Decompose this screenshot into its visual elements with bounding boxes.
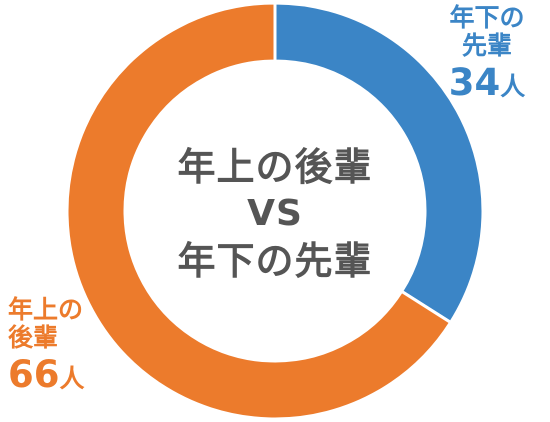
slice-label-younger-senior-name2: 先輩 xyxy=(461,31,512,60)
slice-label-older-junior: 年上の 後輩 66人 xyxy=(8,295,100,396)
center-title: 年上の後輩 VS 年下の先輩 xyxy=(140,142,410,286)
slice-label-older-junior-unit: 人 xyxy=(59,364,85,393)
slice-younger-senior xyxy=(273,1,485,325)
slice-label-older-junior-value: 66 xyxy=(8,353,60,396)
center-title-vs: VS xyxy=(247,193,303,234)
slice-label-older-junior-name2: 後輩 xyxy=(8,323,59,352)
slice-label-younger-senior-unit: 人 xyxy=(500,72,526,101)
slice-label-older-junior-name1: 年上の xyxy=(8,295,84,324)
center-title-line1: 年上の後輩 xyxy=(177,145,373,189)
slice-label-younger-senior-value-row: 34人 xyxy=(432,62,542,103)
slice-label-younger-senior: 年下の 先輩 34人 xyxy=(432,3,542,104)
slice-label-younger-senior-name1: 年下の xyxy=(449,3,525,32)
center-title-line3: 年下の先輩 xyxy=(177,239,373,283)
slice-label-older-junior-value-row: 66人 xyxy=(8,354,100,395)
slice-label-younger-senior-value: 34 xyxy=(448,61,501,104)
slice-older-junior xyxy=(65,1,453,421)
